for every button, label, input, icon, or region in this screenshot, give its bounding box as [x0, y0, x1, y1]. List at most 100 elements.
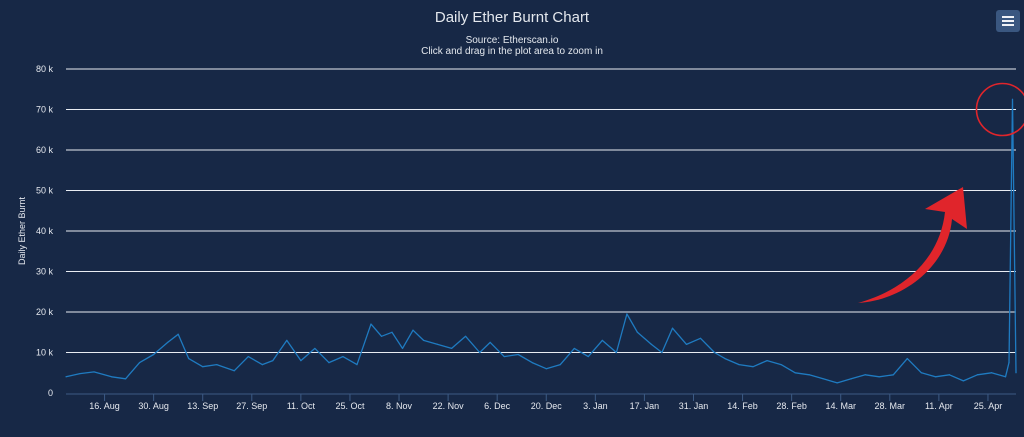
series-layer [65, 98, 1017, 384]
data-point [531, 362, 533, 364]
y-axis-tick-labels: 0 10 k 20 k 30 k 40 k 50 k 60 k 70 k 80 k [36, 64, 54, 398]
x-tick-label: 20. Dec [531, 401, 563, 411]
data-point [503, 355, 505, 358]
y-tick-label: 20 k [36, 307, 54, 317]
data-point [139, 362, 141, 364]
grid-lines [66, 68, 1016, 395]
data-point [202, 366, 204, 368]
data-point [124, 378, 127, 380]
red-arrow-annotation [858, 187, 967, 303]
x-tick-label: 8. Nov [386, 401, 413, 411]
chart-subtitle-source: Source: Etherscan.io [465, 35, 559, 46]
data-point [370, 323, 372, 325]
x-tick-label: 3. Jan [583, 401, 608, 411]
data-point [247, 355, 249, 358]
data-point [300, 360, 302, 362]
data-point [167, 341, 169, 343]
data-point [65, 376, 67, 378]
highlight-circle-annotation [975, 82, 1024, 137]
data-point [671, 327, 674, 329]
data-point [699, 337, 702, 339]
data-point [233, 370, 235, 372]
data-point [177, 333, 179, 335]
chart-title: Daily Ether Burnt Chart [434, 9, 590, 26]
data-point [342, 355, 344, 358]
data-point [261, 364, 263, 366]
y-tick-label: 30 k [36, 267, 54, 277]
y-tick-label: 50 k [36, 186, 54, 196]
annotation-layer [858, 82, 1024, 303]
data-point [314, 347, 316, 350]
y-tick-label: 0 [48, 388, 53, 398]
data-point [836, 382, 838, 384]
data-point [990, 372, 993, 374]
data-point [286, 339, 288, 341]
data-point [587, 355, 589, 358]
data-point [948, 374, 950, 376]
data-point [489, 341, 491, 343]
x-tick-label: 27. Sep [236, 401, 267, 411]
y-tick-label: 70 k [36, 105, 54, 115]
x-tick-label: 25. Oct [335, 401, 365, 411]
x-tick-label: 25. Apr [974, 401, 1003, 411]
data-point [626, 313, 628, 315]
data-point [1004, 376, 1007, 378]
y-tick-label: 10 k [36, 348, 54, 358]
data-point [752, 366, 754, 368]
x-tick-label: 22. Nov [433, 401, 465, 411]
data-point [79, 372, 81, 375]
data-point [422, 339, 425, 341]
y-tick-label: 80 k [36, 64, 54, 74]
data-point [976, 374, 979, 376]
data-point [545, 368, 547, 370]
data-point [808, 374, 810, 376]
data-point [864, 374, 866, 376]
x-tick-label: 17. Jan [630, 401, 660, 411]
data-point [412, 329, 414, 331]
x-tick-label: 11. Apr [925, 401, 953, 411]
data-point [601, 339, 603, 341]
data-point [356, 364, 358, 366]
data-point [713, 351, 716, 354]
data-point [906, 357, 908, 360]
chart-menu-button[interactable] [996, 10, 1020, 32]
data-point [850, 378, 852, 380]
data-point [661, 351, 663, 354]
data-point [573, 347, 575, 350]
data-point [517, 353, 519, 356]
data-point [650, 343, 653, 345]
x-axis-ticks: 16. Aug 30. Aug 13. Sep 27. Sep 11. Oct 25. O… [89, 394, 1002, 411]
data-point [615, 351, 617, 354]
x-tick-label: 31. Jan [679, 401, 709, 411]
data-point [920, 372, 922, 374]
data-point [636, 331, 639, 333]
data-point [391, 331, 393, 333]
data-point [724, 357, 726, 360]
y-tick-label: 60 k [36, 145, 54, 155]
hamburger-menu-icon-bar [1002, 20, 1014, 22]
data-point [465, 335, 467, 337]
x-tick-label: 28. Feb [776, 401, 807, 411]
data-point [892, 374, 894, 376]
data-point [962, 380, 965, 382]
data-point [93, 371, 95, 373]
data-point [328, 362, 330, 364]
data-point [1015, 372, 1017, 374]
data-point [559, 364, 561, 366]
data-point [738, 364, 740, 366]
x-tick-label: 13. Sep [187, 401, 218, 411]
data-point [401, 347, 404, 350]
x-tick-label: 28. Mar [875, 401, 906, 411]
data-point [380, 335, 383, 337]
chart-subtitle-zoom-hint: Click and drag in the plot area to zoom … [421, 46, 603, 57]
data-point [153, 353, 155, 356]
x-tick-label: 11. Oct [287, 401, 316, 411]
data-point [1008, 362, 1010, 364]
hamburger-menu-icon-bar [1002, 24, 1014, 26]
y-tick-label: 40 k [36, 226, 54, 236]
data-point [934, 376, 936, 378]
data-point [479, 351, 481, 354]
data-point [878, 376, 880, 378]
data-point [822, 378, 824, 380]
